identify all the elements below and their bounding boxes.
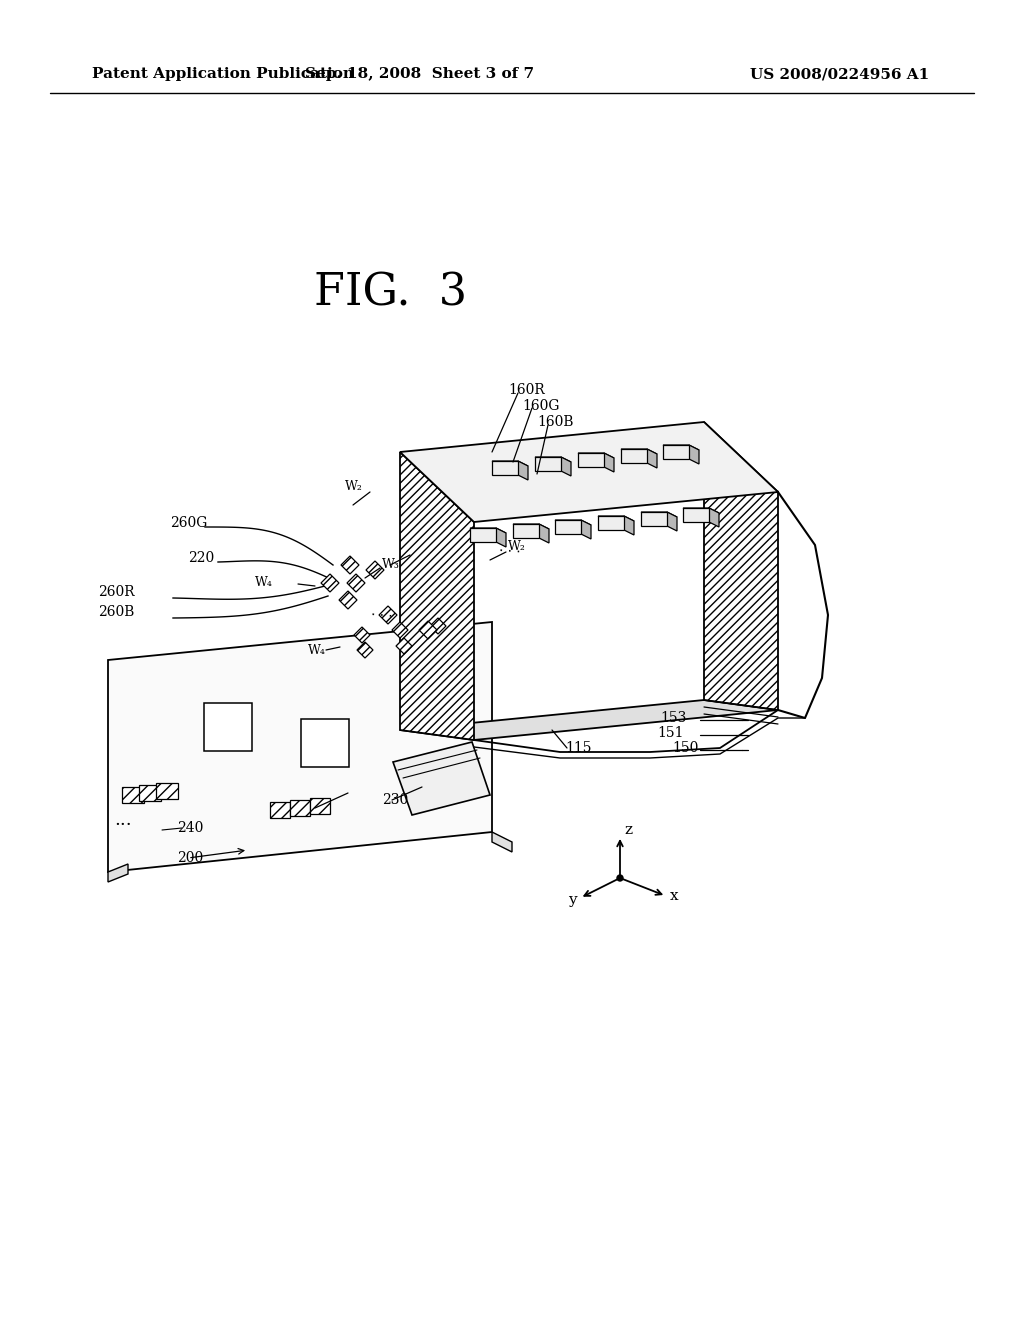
Polygon shape — [689, 445, 699, 465]
Text: W₄: W₄ — [308, 644, 326, 656]
Polygon shape — [492, 832, 512, 851]
Text: 260B: 260B — [98, 605, 134, 619]
Text: z: z — [624, 822, 632, 837]
Polygon shape — [555, 520, 591, 525]
Polygon shape — [641, 512, 677, 517]
Polygon shape — [108, 865, 128, 882]
Polygon shape — [301, 719, 349, 767]
Text: 115: 115 — [565, 741, 592, 755]
Polygon shape — [535, 457, 561, 471]
Polygon shape — [122, 787, 144, 803]
Text: 160G: 160G — [522, 399, 559, 413]
Text: 240: 240 — [177, 821, 204, 836]
Text: ...: ... — [114, 810, 132, 829]
Polygon shape — [108, 622, 492, 873]
Polygon shape — [578, 453, 604, 467]
Polygon shape — [705, 422, 778, 710]
Text: W₄: W₄ — [255, 577, 272, 590]
Text: 210: 210 — [305, 801, 332, 814]
Polygon shape — [321, 574, 339, 591]
Polygon shape — [598, 516, 634, 521]
Circle shape — [617, 875, 623, 880]
Polygon shape — [400, 700, 778, 741]
Polygon shape — [709, 508, 719, 527]
Polygon shape — [492, 461, 528, 466]
Polygon shape — [393, 742, 490, 814]
Polygon shape — [400, 422, 778, 521]
Polygon shape — [683, 508, 719, 513]
Text: 153: 153 — [660, 711, 686, 725]
Polygon shape — [663, 445, 689, 459]
Text: 260G: 260G — [170, 516, 208, 531]
Polygon shape — [290, 800, 310, 816]
Polygon shape — [392, 622, 408, 638]
Text: W₂: W₂ — [508, 540, 526, 553]
Polygon shape — [581, 520, 591, 539]
Polygon shape — [578, 453, 614, 458]
Polygon shape — [347, 574, 365, 591]
Polygon shape — [339, 591, 357, 609]
Text: Patent Application Publication: Patent Application Publication — [92, 67, 354, 81]
Polygon shape — [539, 524, 549, 543]
Polygon shape — [492, 461, 518, 475]
Text: 160B: 160B — [537, 414, 573, 429]
Polygon shape — [366, 561, 384, 579]
Text: x: x — [670, 888, 679, 903]
Polygon shape — [624, 516, 634, 535]
Text: y: y — [568, 894, 577, 907]
Polygon shape — [156, 783, 178, 799]
Polygon shape — [270, 803, 290, 818]
Text: W₃: W₃ — [382, 557, 400, 570]
Polygon shape — [341, 556, 359, 574]
Text: 230: 230 — [382, 793, 409, 807]
Polygon shape — [555, 520, 581, 535]
Polygon shape — [470, 528, 496, 543]
Polygon shape — [496, 528, 506, 546]
Polygon shape — [204, 704, 252, 751]
Text: W₂: W₂ — [345, 480, 362, 494]
Text: 150: 150 — [672, 741, 698, 755]
Text: US 2008/0224956 A1: US 2008/0224956 A1 — [751, 67, 930, 81]
Polygon shape — [354, 627, 370, 643]
Polygon shape — [663, 445, 699, 450]
Polygon shape — [513, 524, 539, 539]
Text: 151: 151 — [657, 726, 683, 741]
Polygon shape — [535, 457, 571, 462]
Polygon shape — [667, 512, 677, 531]
Text: W₁: W₁ — [412, 544, 430, 557]
Polygon shape — [647, 449, 657, 469]
Text: Sep. 18, 2008  Sheet 3 of 7: Sep. 18, 2008 Sheet 3 of 7 — [305, 67, 535, 81]
Polygon shape — [641, 512, 667, 525]
Polygon shape — [400, 451, 474, 741]
Polygon shape — [357, 642, 373, 657]
Text: . . .: . . . — [499, 540, 521, 556]
Polygon shape — [683, 508, 709, 521]
Text: FIG.  3: FIG. 3 — [313, 272, 467, 314]
Polygon shape — [430, 618, 446, 634]
Text: 260R: 260R — [98, 585, 134, 599]
Polygon shape — [310, 799, 330, 814]
Polygon shape — [470, 528, 506, 533]
Polygon shape — [598, 516, 624, 531]
Text: 160R: 160R — [508, 383, 545, 397]
Polygon shape — [621, 449, 657, 454]
Polygon shape — [604, 453, 614, 473]
Polygon shape — [513, 524, 549, 529]
Polygon shape — [419, 620, 437, 639]
Polygon shape — [561, 457, 571, 477]
Polygon shape — [396, 638, 412, 653]
Polygon shape — [621, 449, 647, 463]
Polygon shape — [379, 606, 397, 624]
Polygon shape — [518, 461, 528, 480]
Text: 200: 200 — [177, 851, 203, 865]
Text: 220: 220 — [188, 550, 214, 565]
Text: . . .: . . . — [371, 605, 393, 620]
Polygon shape — [139, 785, 161, 801]
